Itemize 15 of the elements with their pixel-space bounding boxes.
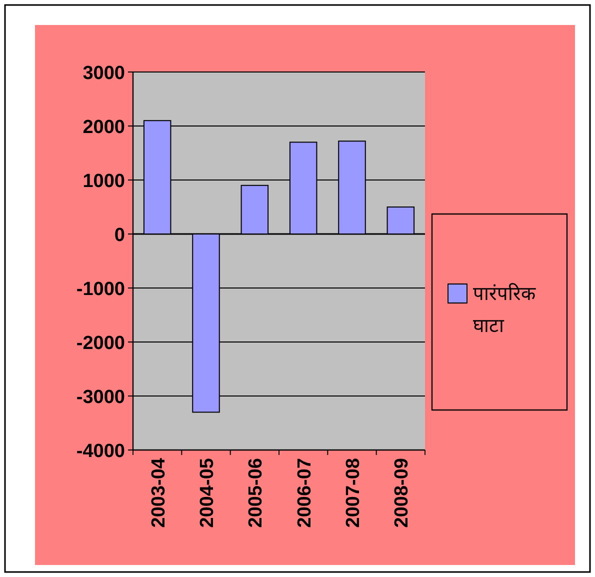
- x-tick-label: 2006-07: [294, 458, 316, 528]
- x-tick-label: 2007-08: [343, 458, 364, 528]
- y-tick-label: 0: [114, 225, 125, 246]
- y-tick-label: -1000: [76, 279, 125, 300]
- y-tick-label: 2000: [82, 117, 125, 138]
- y-tick-label: -4000: [76, 441, 125, 462]
- legend-label: पारंपरिक घाटा: [473, 282, 536, 337]
- y-tick-label: 1000: [82, 171, 125, 192]
- y-tick-label: 3000: [82, 63, 125, 84]
- x-tick-label: 2005-06: [246, 458, 267, 528]
- x-tick-label: 2008-09: [392, 458, 413, 528]
- y-tick-label: -3000: [76, 387, 125, 408]
- x-tick-label: 2003-04: [148, 458, 170, 528]
- x-tick-label: 2004-05: [197, 458, 218, 528]
- y-tick-label: -2000: [76, 333, 125, 354]
